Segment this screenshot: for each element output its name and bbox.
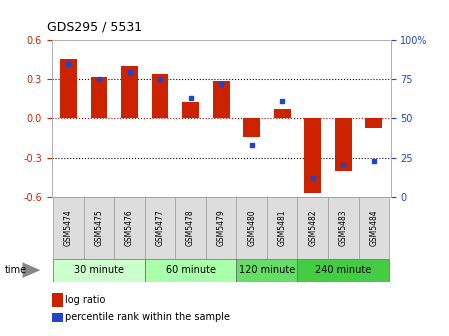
Bar	[213, 81, 229, 119]
Bar	[145, 259, 237, 282]
Text: GSM5474: GSM5474	[64, 209, 73, 246]
Bar	[60, 58, 77, 119]
Bar	[114, 197, 145, 259]
Bar	[53, 197, 84, 259]
Bar	[145, 197, 175, 259]
Bar	[237, 197, 267, 259]
Text: GSM5481: GSM5481	[278, 209, 287, 246]
Text: GSM5480: GSM5480	[247, 209, 256, 246]
Text: 60 minute: 60 minute	[166, 265, 216, 275]
Bar	[53, 259, 145, 282]
Text: GSM5476: GSM5476	[125, 209, 134, 246]
Bar	[328, 197, 359, 259]
Bar	[175, 197, 206, 259]
Bar	[237, 259, 298, 282]
Text: GSM5484: GSM5484	[370, 209, 379, 246]
Text: 240 minute: 240 minute	[315, 265, 371, 275]
Bar	[121, 67, 138, 119]
Text: time: time	[4, 265, 26, 275]
Text: GSM5475: GSM5475	[94, 209, 103, 246]
Text: log ratio: log ratio	[65, 295, 106, 305]
Text: GSM5483: GSM5483	[339, 209, 348, 246]
Text: GSM5477: GSM5477	[155, 209, 164, 246]
Polygon shape	[22, 262, 40, 278]
Bar	[267, 197, 298, 259]
Text: percentile rank within the sample: percentile rank within the sample	[65, 312, 230, 322]
Bar	[359, 197, 389, 259]
Bar	[182, 101, 199, 119]
Text: GDS295 / 5531: GDS295 / 5531	[47, 20, 142, 34]
Bar	[304, 119, 321, 193]
Bar	[365, 119, 382, 128]
Bar	[152, 74, 168, 119]
Bar	[298, 259, 389, 282]
Bar	[274, 109, 291, 119]
Bar	[206, 197, 237, 259]
Bar	[335, 119, 352, 171]
Bar	[84, 197, 114, 259]
Text: GSM5478: GSM5478	[186, 209, 195, 246]
Bar	[91, 77, 107, 119]
Text: 120 minute: 120 minute	[239, 265, 295, 275]
Text: GSM5482: GSM5482	[308, 209, 317, 246]
Bar	[243, 119, 260, 137]
Text: GSM5479: GSM5479	[216, 209, 226, 246]
Text: 30 minute: 30 minute	[74, 265, 124, 275]
Bar	[298, 197, 328, 259]
